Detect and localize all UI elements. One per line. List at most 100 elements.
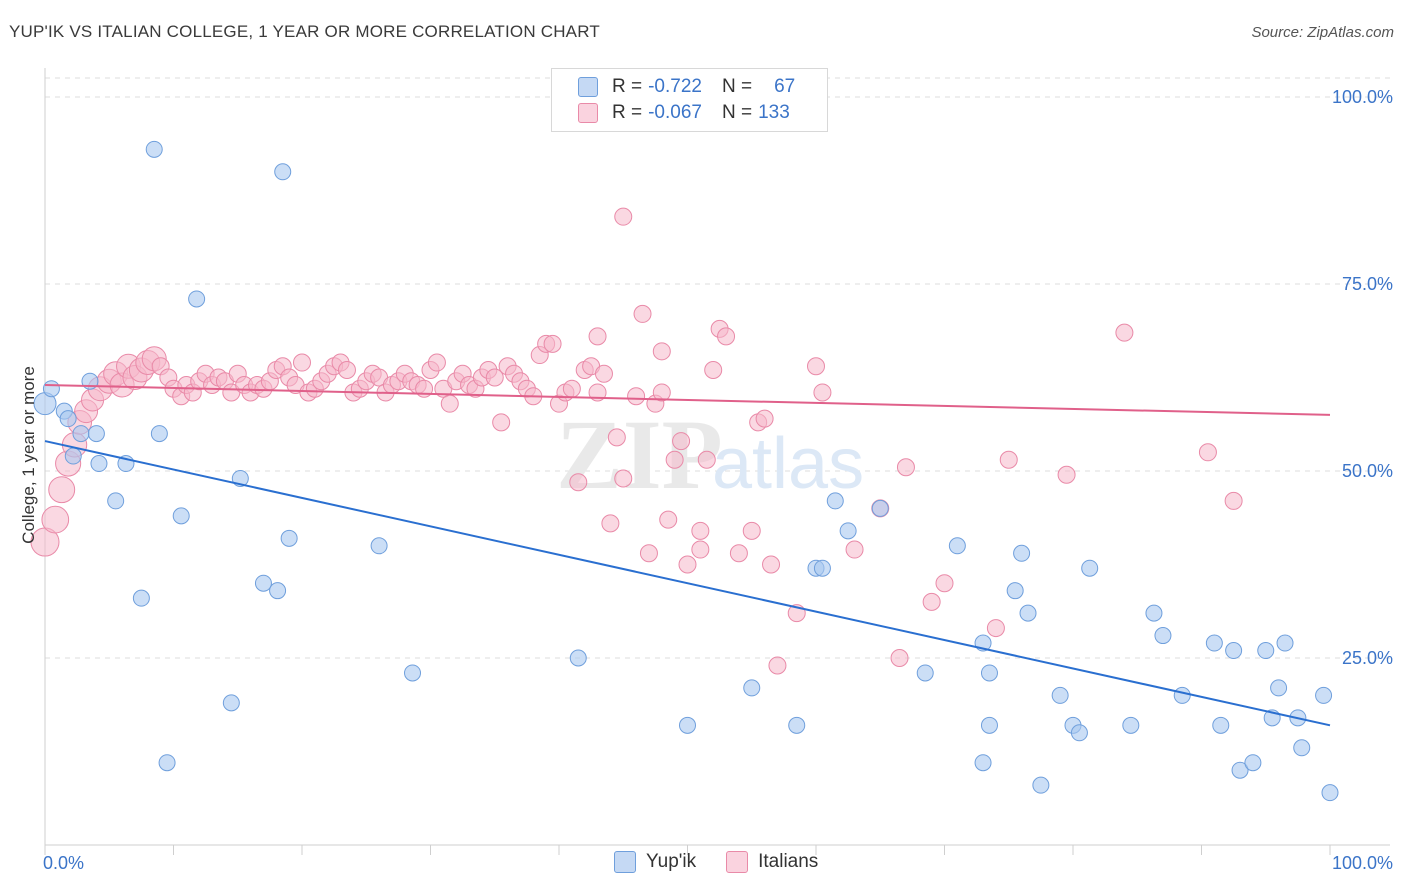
legend-row-yupik: R = -0.722 N = 67 (578, 75, 795, 99)
italians-point (935, 574, 954, 593)
italians-point (742, 521, 761, 540)
italians-point (1057, 465, 1076, 484)
italians-point (697, 450, 716, 469)
italians-point (337, 361, 356, 380)
italians-point (1198, 443, 1217, 462)
yupik-point (59, 410, 77, 428)
y-tick-label: 50.0% (1342, 461, 1393, 481)
italians-point (293, 353, 311, 372)
yupik-point (871, 499, 889, 517)
italians-point (922, 592, 941, 611)
italians-point (485, 368, 504, 387)
yupik-point (813, 559, 831, 577)
legend-r-label: R = (612, 102, 643, 123)
yupik-point (90, 455, 108, 473)
italians-point (41, 505, 70, 534)
yupik-point (788, 716, 806, 734)
legend-r-value: -0.067 (648, 102, 702, 123)
yupik-point (72, 425, 90, 443)
italians-point (594, 364, 613, 383)
yupik-point (274, 163, 292, 181)
yupik-point (743, 679, 761, 697)
source-label: Source: ZipAtlas.com (1251, 24, 1394, 41)
italians-point (652, 383, 671, 402)
yupik-point (1051, 686, 1069, 704)
italians-point (652, 342, 671, 361)
yupik-point (254, 574, 272, 592)
yupik-point (1081, 559, 1099, 577)
italians-point (1115, 323, 1134, 342)
italians-point (999, 450, 1018, 469)
yupik-point (132, 589, 150, 607)
yupik-point (1070, 724, 1088, 742)
axes (44, 68, 1390, 855)
yupik-point (158, 754, 176, 772)
italians-point (717, 327, 736, 346)
trend-lines (44, 383, 1331, 727)
italians-point (672, 432, 691, 451)
yupik-point (1244, 754, 1262, 772)
yupik-point (1321, 784, 1339, 802)
tick-labels: 25.0% 50.0% 75.0% 100.0% 0.0% 100.0% (43, 87, 1393, 873)
italians-point (607, 428, 626, 447)
legend-r-label: R = (612, 76, 643, 97)
italians-point (768, 656, 787, 675)
yupik-point (679, 716, 696, 734)
italians-point (569, 473, 588, 492)
italians-point (492, 413, 511, 432)
yupik-point (269, 582, 287, 600)
yupik-point (107, 492, 125, 510)
yupik-point (1032, 776, 1050, 794)
italians-point (665, 450, 684, 469)
yupik-points (33, 140, 1339, 802)
italians-point (813, 383, 832, 402)
italians-point (562, 379, 581, 398)
yupik-point (87, 425, 105, 443)
italians-point (807, 357, 825, 376)
series-swatch-yupik (614, 851, 636, 873)
y-axis-label: College, 1 year or more (19, 366, 38, 544)
yupik-point (1154, 627, 1172, 645)
italians-point (755, 409, 774, 428)
series-legend-yupik: Yup'ik (614, 851, 696, 873)
legend-r-value: -0.722 (648, 76, 702, 97)
yupik-point (1270, 679, 1288, 697)
y-tick-label: 25.0% (1342, 648, 1393, 668)
yupik-point (1013, 544, 1031, 562)
series-legend: Yup'ik Italians (614, 851, 848, 873)
chart-title: YUP'IK VS ITALIAN COLLEGE, 1 YEAR OR MOR… (9, 22, 600, 41)
italians-points (30, 207, 1243, 675)
yupik-point (1019, 604, 1037, 622)
yupik-point (1006, 582, 1024, 600)
legend-swatch-yupik (578, 77, 598, 97)
yupik-trend-line (44, 440, 1331, 727)
italians-point (678, 555, 697, 574)
yupik-point (569, 649, 587, 667)
italians-point (691, 521, 710, 540)
series-label-yupik: Yup'ik (646, 851, 697, 872)
italians-point (440, 394, 459, 413)
y-tick-label: 75.0% (1342, 274, 1393, 294)
italians-point (659, 510, 678, 529)
italians-point (588, 327, 607, 346)
yupik-point (1173, 686, 1191, 704)
yupik-point (1257, 642, 1275, 660)
legend-n-value: 67 (774, 76, 796, 97)
italians-point (48, 476, 76, 504)
italians-point (627, 387, 646, 406)
legend-row-italians: R = -0.067 N = 133 (578, 101, 790, 125)
yupik-point (1225, 642, 1243, 660)
x-tick-label: 100.0% (1332, 853, 1393, 873)
yupik-point (948, 537, 966, 555)
italians-point (601, 514, 620, 533)
italians-point (614, 469, 633, 488)
x-tick-label: 0.0% (43, 853, 84, 873)
yupik-point (404, 664, 422, 682)
italians-point (845, 540, 864, 559)
series-label-italians: Italians (758, 851, 819, 872)
italians-point (691, 540, 710, 559)
y-tick-label: 100.0% (1332, 87, 1393, 107)
yupik-point (1315, 686, 1333, 704)
yupik-point (370, 537, 388, 555)
